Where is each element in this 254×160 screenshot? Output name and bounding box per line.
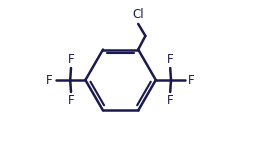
Text: F: F <box>68 94 74 107</box>
Text: F: F <box>68 53 74 66</box>
Text: F: F <box>167 53 173 66</box>
Text: F: F <box>167 94 173 107</box>
Text: F: F <box>188 73 195 87</box>
Text: Cl: Cl <box>132 8 144 21</box>
Text: F: F <box>46 73 53 87</box>
